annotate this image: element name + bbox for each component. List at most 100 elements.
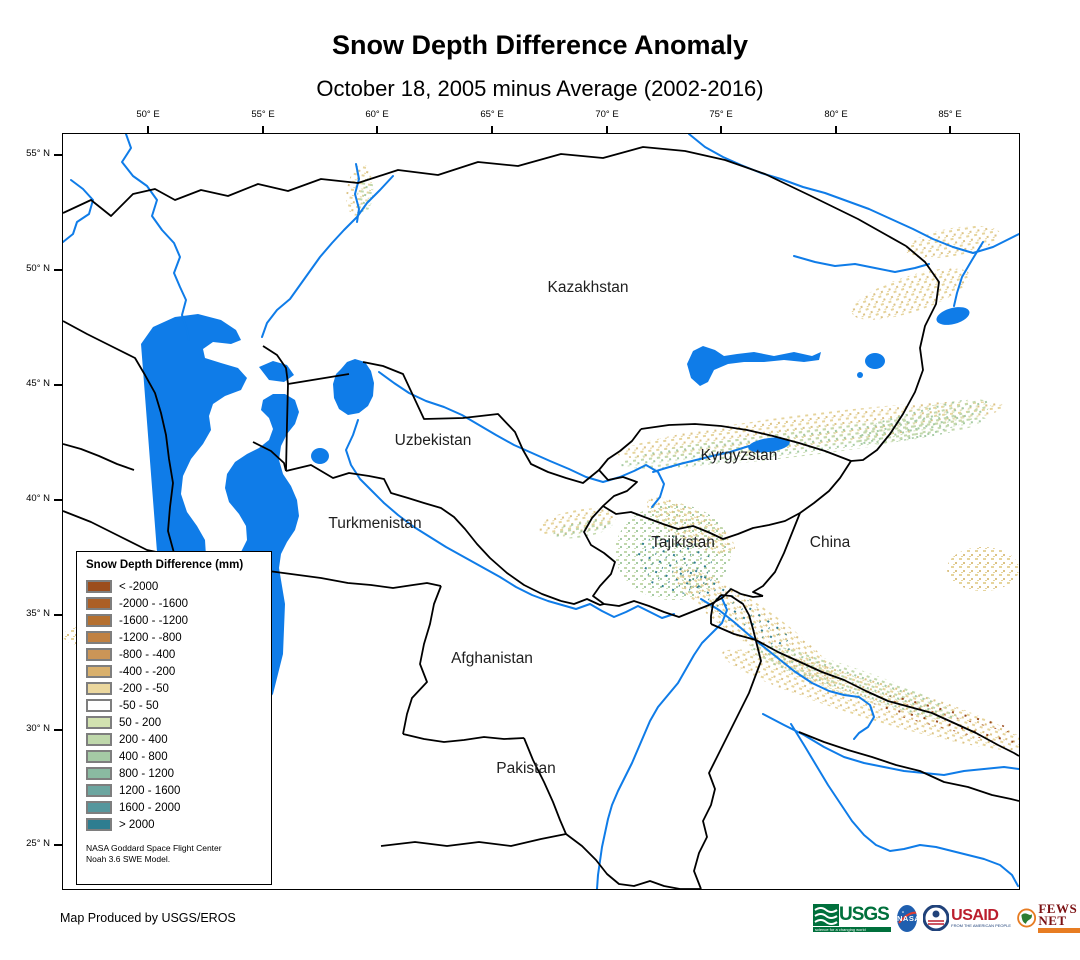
legend-row: 50 - 200 (86, 714, 271, 731)
legend-row: -1600 - -1200 (86, 612, 271, 629)
legend-label: < -2000 (119, 580, 159, 593)
border-caspian-a (62, 320, 181, 574)
map-label-kyrgyzstan: Kyrgyzstan (700, 447, 778, 464)
axis-tick-label: 50° N (26, 263, 50, 274)
legend-swatch (86, 767, 112, 780)
legend-label: -1600 - -1200 (119, 614, 189, 627)
map-credit: Map Produced by USGS/EROS (60, 911, 236, 925)
legend-row: 1200 - 1600 (86, 782, 271, 799)
axis-tick (949, 126, 951, 134)
usaid-emblem (923, 905, 950, 931)
amu-darya (345, 419, 675, 619)
legend-swatch (86, 733, 112, 746)
rivers (62, 133, 1020, 890)
border-nepal-south (798, 731, 1020, 802)
border-iran-north (62, 510, 442, 589)
axis-tick-label: 60° E (365, 109, 389, 120)
legend-swatch (86, 682, 112, 695)
axis-tick (54, 154, 62, 156)
axis-tick (54, 729, 62, 731)
legend-label: -800 - -400 (119, 648, 176, 661)
border-russia-kazakhstan (62, 146, 907, 247)
legend-row: -200 - -50 (86, 680, 271, 697)
legend-swatch (86, 665, 112, 678)
border-tajikistan-china (752, 512, 801, 597)
border-turkmen-kaz (252, 441, 287, 472)
indus-river (596, 595, 728, 890)
axis-tick (376, 126, 378, 134)
usgs-wordmark: USGS (839, 904, 890, 925)
map-label-kazakhstan: Kazakhstan (547, 279, 629, 296)
border-kazakh-uzbek-ustyurt (262, 345, 350, 385)
axis-tick (835, 126, 837, 134)
legend-swatch (86, 784, 112, 797)
axis-tick-label: 75° E (709, 109, 733, 120)
axis-tick-label: 40° N (26, 493, 50, 504)
lake-balkhash (687, 346, 821, 386)
legend-swatch (86, 750, 112, 763)
map-label-china: China (809, 534, 851, 551)
fewsnet-logo: FEWS NET (1017, 902, 1080, 933)
legend-swatch (86, 699, 112, 712)
legend-swatch (86, 818, 112, 831)
page-subtitle: October 18, 2005 minus Average (2002-201… (316, 76, 764, 101)
lake-zaysan (936, 307, 970, 325)
country-borders (62, 146, 1020, 890)
legend-row: -800 - -400 (86, 646, 271, 663)
emba-river (261, 175, 394, 338)
sutlej-river (700, 598, 875, 740)
legend-label: 50 - 200 (119, 716, 162, 729)
legend-swatch (86, 580, 112, 593)
syr-darya (378, 371, 665, 508)
axis-tick (54, 499, 62, 501)
axis-tick (54, 269, 62, 271)
usgs-logo: USGS science for a changing world (813, 904, 891, 932)
border-ustyurt-vertical (285, 383, 289, 472)
border-kazakhstan-china (850, 245, 940, 462)
small-lake (857, 372, 863, 378)
aral-sea (333, 359, 374, 415)
legend-row: -400 - -200 (86, 663, 271, 680)
irtysh-branch (953, 241, 984, 307)
map-label-tajikistan: Tajikistan (651, 534, 715, 551)
legend-label: -50 - 50 (119, 699, 159, 712)
legend-row: 200 - 400 (86, 731, 271, 748)
legend-label: -2000 - -1600 (119, 597, 189, 610)
usaid-tagline: FROM THE AMERICAN PEOPLE (951, 923, 1012, 928)
legend-swatch (86, 597, 112, 610)
axis-tick (147, 126, 149, 134)
legend-label: 200 - 400 (119, 733, 168, 746)
legend-swatch (86, 648, 112, 661)
lake-issyk-kul (748, 437, 790, 453)
axis-tick-label: 55° N (26, 148, 50, 159)
axis-tick (54, 614, 62, 616)
axis-tick-label: 55° E (251, 109, 275, 120)
legend-label: 800 - 1200 (119, 767, 174, 780)
legend-row: -50 - 50 (86, 697, 271, 714)
border-pak-west (523, 737, 567, 835)
usgs-tagline: science for a changing world (813, 927, 891, 932)
coastline-makran (380, 833, 701, 890)
sarygamysh-lake (311, 448, 329, 464)
legend-label: > 2000 (119, 818, 155, 831)
legend-label: -400 - -200 (119, 665, 176, 678)
axis-tick (262, 126, 264, 134)
fewsnet-bar (1038, 928, 1080, 933)
axis-tick-label: 50° E (136, 109, 160, 120)
ganges-river (762, 713, 1020, 776)
legend-label: 400 - 800 (119, 750, 168, 763)
axis-tick (54, 844, 62, 846)
axis-tick-label: 85° E (938, 109, 962, 120)
axis-tick-label: 45° N (26, 378, 50, 389)
lake-alakol (865, 353, 885, 369)
map-label-uzbekistan: Uzbekistan (394, 432, 472, 449)
map-label-afghanistan: Afghanistan (451, 650, 533, 667)
axis-tick-label: 70° E (595, 109, 619, 120)
ayagoz-river (793, 255, 930, 273)
legend-row: 1600 - 2000 (86, 799, 271, 816)
legend-swatch (86, 801, 112, 814)
border-india-pak (693, 594, 762, 890)
axis-tick-label: 25° N (26, 838, 50, 849)
legend-swatch (86, 631, 112, 644)
legend-row: -1200 - -800 (86, 629, 271, 646)
